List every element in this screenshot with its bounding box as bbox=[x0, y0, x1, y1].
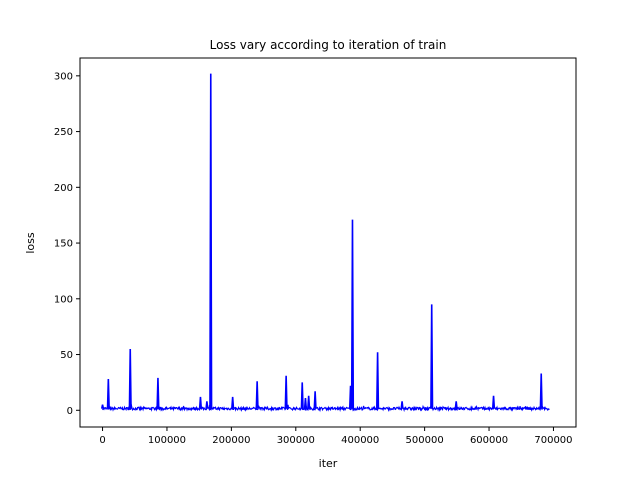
x-tick-label: 400000 bbox=[341, 435, 379, 446]
y-tick-label: 200 bbox=[54, 183, 73, 194]
y-tick-label: 50 bbox=[60, 350, 73, 361]
x-tick-label: 100000 bbox=[148, 435, 186, 446]
loss-spike bbox=[350, 219, 355, 409]
y-axis: 0 50 100 150 200 250 300 bbox=[54, 71, 80, 417]
loss-spike bbox=[454, 401, 458, 409]
loss-spike bbox=[255, 381, 259, 409]
x-tick-label: 500000 bbox=[406, 435, 444, 446]
loss-spike bbox=[303, 397, 308, 409]
x-tick-label: 200000 bbox=[212, 435, 250, 446]
x-tick-label: 700000 bbox=[534, 435, 572, 446]
x-axis-label: iter bbox=[319, 457, 338, 470]
x-axis: 0 100000 200000 300000 400000 500000 600000 700… bbox=[99, 427, 573, 446]
loss-spike bbox=[156, 377, 160, 409]
chart-title: Loss vary according to iteration of trai… bbox=[210, 38, 447, 52]
y-tick-label: 0 bbox=[67, 406, 73, 417]
loss-spike bbox=[128, 348, 132, 409]
loss-spike bbox=[209, 73, 213, 409]
plot-area bbox=[100, 73, 550, 413]
y-tick-label: 250 bbox=[54, 127, 73, 138]
x-tick-label: 600000 bbox=[470, 435, 508, 446]
x-tick-label: 0 bbox=[99, 435, 105, 446]
loss-series-line bbox=[102, 403, 550, 413]
loss-spike bbox=[430, 304, 434, 409]
x-tick-label: 300000 bbox=[277, 435, 315, 446]
loss-spike bbox=[376, 352, 380, 409]
loss-spike bbox=[106, 379, 110, 409]
loss-spike bbox=[300, 382, 304, 409]
loss-spike bbox=[400, 401, 404, 409]
y-axis-label: loss bbox=[24, 232, 37, 254]
loss-spike bbox=[284, 375, 288, 409]
y-tick-label: 150 bbox=[54, 239, 73, 250]
loss-spike bbox=[491, 395, 496, 409]
y-tick-label: 100 bbox=[54, 294, 73, 305]
loss-spike bbox=[100, 404, 105, 409]
loss-spike bbox=[205, 401, 209, 409]
loss-spike bbox=[198, 396, 203, 409]
loss-spike bbox=[231, 396, 235, 409]
loss-spike bbox=[307, 395, 311, 409]
axes-frame bbox=[79, 57, 577, 428]
y-tick-label: 300 bbox=[54, 71, 73, 82]
loss-spike bbox=[313, 391, 317, 409]
loss-spike bbox=[539, 373, 543, 409]
